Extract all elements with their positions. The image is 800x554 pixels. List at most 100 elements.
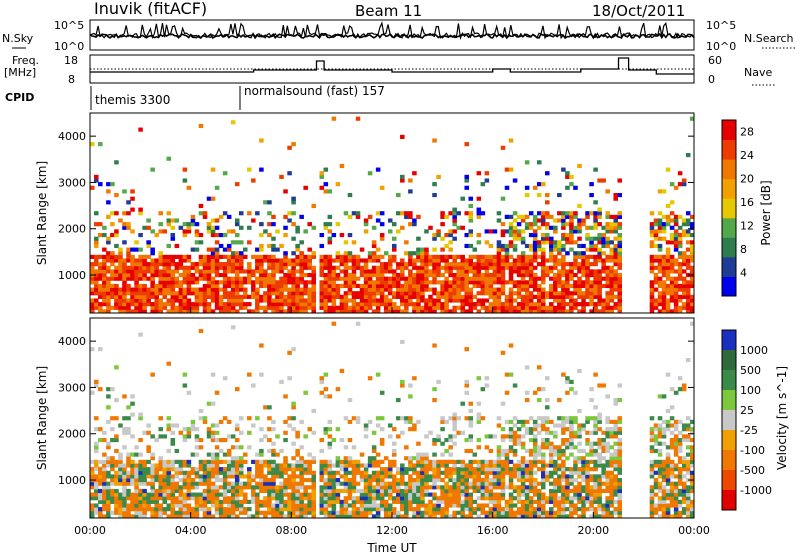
velocity-cell: [230, 470, 236, 475]
power-cell: [271, 280, 276, 285]
power-cell: [681, 294, 687, 299]
velocity-cell: [206, 434, 212, 439]
power-cell: [569, 233, 574, 238]
power-cell: [396, 280, 401, 285]
velocity-cell: [392, 496, 397, 501]
velocity-cell: [178, 463, 184, 468]
power-cell: [206, 258, 212, 263]
power-cell: [150, 309, 155, 314]
power-cell: [122, 222, 127, 227]
power-cell: [359, 283, 365, 289]
velocity-cell: [613, 401, 618, 406]
power-cell: [251, 309, 256, 314]
power-cell: [480, 302, 486, 307]
velocity-cell: [170, 503, 176, 508]
velocity-cell: [363, 510, 369, 515]
power-cell: [508, 254, 514, 259]
velocity-cell: [456, 481, 461, 486]
velocity-cell: [106, 510, 111, 515]
power-cell: [585, 287, 590, 292]
velocity-cell: [613, 434, 618, 439]
velocity-cell: [267, 485, 272, 490]
power-cell: [206, 273, 212, 278]
power-cell: [234, 273, 240, 278]
velocity-cell: [540, 496, 546, 501]
velocity-cell: [154, 503, 159, 508]
velocity-cell: [512, 503, 518, 508]
power-cell: [259, 298, 264, 303]
power-cell: [565, 276, 570, 281]
velocity-cell: [569, 481, 574, 486]
power-cell: [166, 258, 172, 263]
power-cell: [106, 214, 111, 219]
power-cell: [516, 262, 522, 267]
power-cell: [182, 280, 188, 285]
velocity-cell: [512, 496, 518, 501]
power-cell: [573, 225, 578, 230]
power-cell: [311, 251, 316, 256]
velocity-cell: [142, 467, 147, 472]
power-cell: [613, 283, 618, 289]
power-cell: [122, 280, 127, 285]
power-cell: [363, 280, 369, 285]
power-cell: [557, 283, 562, 289]
velocity-cell: [166, 427, 172, 432]
velocity-cell: [500, 514, 506, 519]
velocity-cell: [234, 438, 240, 443]
velocity-cell: [307, 427, 312, 432]
velocity-cell: [130, 467, 135, 472]
velocity-cell: [432, 503, 437, 508]
velocity-cell: [271, 427, 276, 432]
velocity-cell: [299, 503, 304, 508]
velocity-cell: [234, 423, 240, 428]
power-cell: [327, 214, 333, 219]
power-cell: [351, 254, 357, 259]
velocity-cell: [392, 441, 397, 446]
power-cell: [508, 291, 514, 296]
velocity-cell: [452, 467, 457, 472]
velocity-cell: [545, 405, 550, 410]
velocity-cell: [540, 456, 546, 461]
power-cell: [327, 276, 333, 281]
velocity-cell: [440, 459, 445, 464]
velocity-cell: [593, 405, 598, 410]
velocity-cell: [605, 463, 610, 468]
power-cell: [669, 218, 675, 223]
power-cell: [150, 247, 155, 252]
velocity-cell: [222, 481, 228, 486]
power-cell: [267, 222, 272, 227]
power-cell: [416, 214, 421, 219]
power-cell: [589, 302, 594, 307]
velocity-cell: [545, 438, 550, 443]
velocity-cell: [520, 488, 526, 494]
power-cell: [335, 294, 341, 299]
power-cell: [577, 302, 582, 307]
velocity-cell: [545, 496, 550, 501]
velocity-cell: [428, 503, 433, 508]
velocity-cell: [367, 485, 373, 490]
power-cell: [536, 298, 542, 303]
velocity-cell: [416, 463, 421, 468]
velocity-cell: [396, 398, 401, 403]
power-cell: [472, 276, 478, 281]
velocity-cell: [291, 507, 296, 512]
velocity-cell: [90, 459, 95, 464]
velocity-cell: [375, 478, 381, 483]
power-cell: [106, 200, 111, 205]
power-cell: [303, 265, 308, 270]
power-cell: [649, 280, 655, 285]
power-cell: [162, 280, 168, 285]
power-cell: [617, 233, 623, 238]
power-cell: [134, 269, 139, 274]
power-cell: [512, 233, 518, 238]
power-cell: [118, 287, 123, 292]
velocity-cell: [134, 481, 139, 486]
power-cell: [609, 258, 614, 263]
velocity-cell: [379, 488, 385, 494]
velocity-cell: [468, 448, 474, 454]
velocity-cell: [456, 430, 461, 435]
velocity-cell: [110, 488, 115, 494]
velocity-cell: [392, 514, 397, 519]
power-cell: [379, 302, 385, 307]
power-cell: [593, 254, 598, 259]
